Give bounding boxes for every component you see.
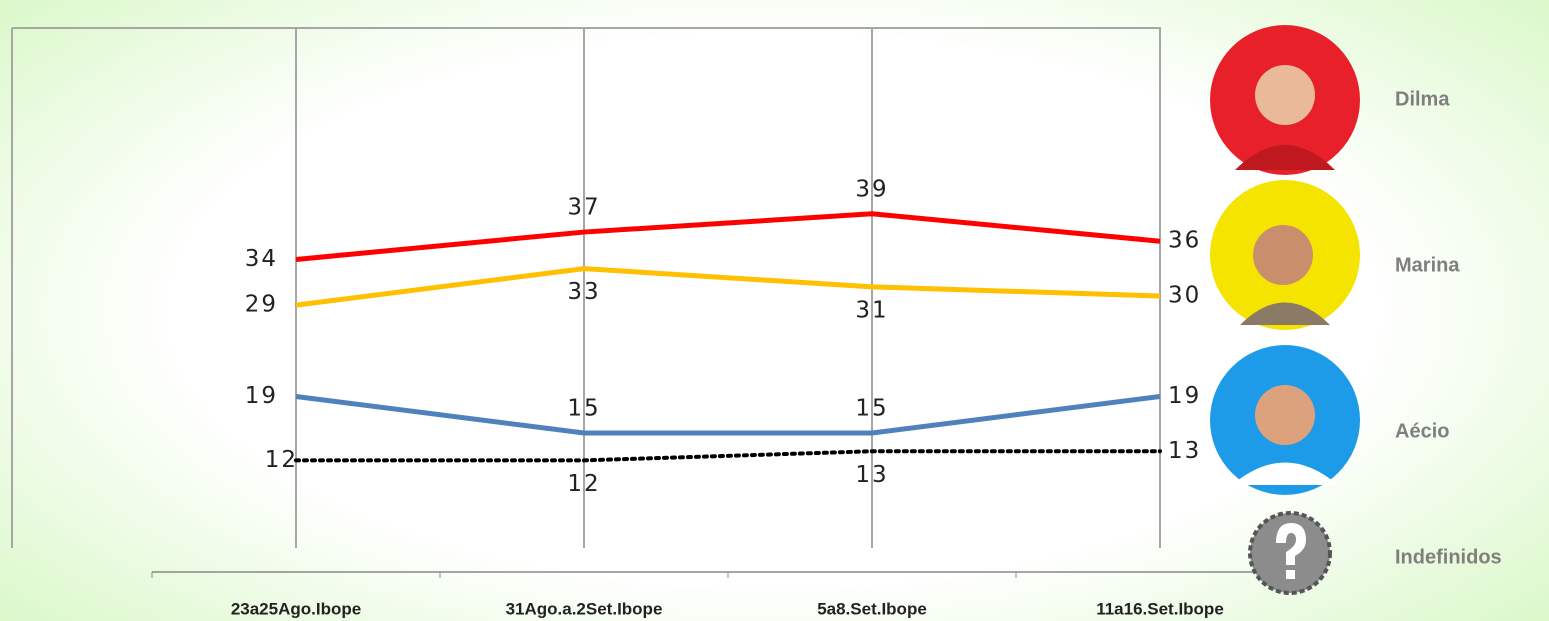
- legend-label: Aécio: [1395, 420, 1449, 442]
- legend-label: Dilma: [1395, 88, 1450, 110]
- x-tick-label: 31Ago.a.2Set.Ibope: [506, 599, 663, 618]
- x-tick-label: 23a25Ago.Ibope: [231, 599, 361, 618]
- data-label: 33: [567, 279, 600, 305]
- legend-photo-body: [1235, 145, 1335, 170]
- data-label: 29: [245, 292, 278, 318]
- legend-label: Marina: [1395, 254, 1460, 276]
- legend-label: Indefinidos: [1395, 546, 1502, 568]
- series-line: [295, 266, 1161, 308]
- data-label: 34: [245, 246, 278, 272]
- series-line: [295, 393, 1161, 436]
- data-label: 12: [265, 447, 298, 473]
- series-line: [295, 211, 1161, 262]
- legend-photo-body: [1240, 302, 1330, 325]
- legend-photo-face: [1253, 225, 1313, 285]
- legend-photo-body: [1232, 462, 1338, 485]
- question-icon: [1276, 523, 1306, 579]
- data-label: 37: [567, 195, 600, 221]
- legend-photo-face: [1255, 65, 1315, 125]
- data-label: 13: [855, 462, 888, 488]
- legend: Dilma Marina Aécio Indefinidos: [1210, 25, 1502, 595]
- data-label: 13: [1168, 438, 1201, 464]
- data-label: 12: [567, 471, 600, 497]
- legend-photo-face: [1255, 385, 1315, 445]
- data-label: 19: [1168, 383, 1201, 409]
- data-label: 31: [855, 297, 888, 323]
- data-label: 39: [855, 176, 888, 202]
- data-label: 15: [567, 396, 600, 422]
- x-tick-label: 5a8.Set.Ibope: [817, 599, 927, 618]
- data-label: 19: [245, 383, 278, 409]
- data-label: 36: [1168, 228, 1201, 254]
- x-tick-label: 11a16.Set.Ibope: [1096, 599, 1224, 618]
- series-line: [294, 449, 1162, 463]
- data-label: 15: [855, 396, 888, 422]
- data-label: 30: [1168, 283, 1201, 309]
